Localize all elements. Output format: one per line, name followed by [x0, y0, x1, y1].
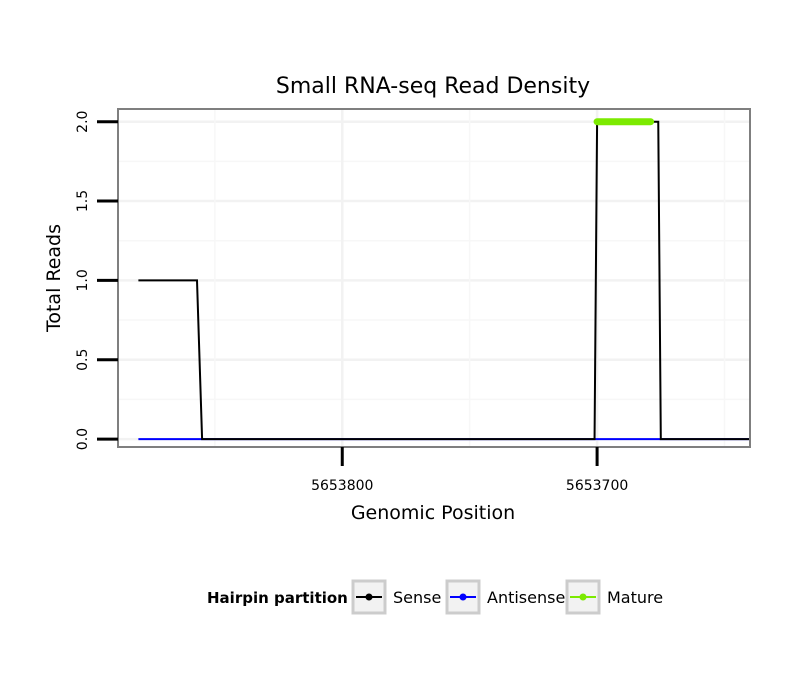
- plot-panel-border: [117, 108, 751, 448]
- legend-label: Sense: [393, 588, 441, 607]
- plot-panel: [117, 108, 751, 448]
- y-axis-label: Total Reads: [43, 224, 65, 333]
- legend-title: Hairpin partition: [207, 589, 348, 607]
- x-tick-label: 5653800: [311, 478, 373, 494]
- y-tick-label: 1.0: [75, 269, 91, 291]
- legend-item-sense: Sense: [351, 579, 441, 615]
- x-tick-label: 5653700: [566, 478, 628, 494]
- gridlines: [118, 109, 750, 447]
- legend: Hairpin partition Sense Antisense Mature: [207, 579, 663, 615]
- y-tick-label: 1.5: [75, 190, 91, 212]
- y-tick-label: 0.5: [75, 349, 91, 371]
- legend-label: Mature: [607, 588, 663, 607]
- data-series: [138, 118, 750, 441]
- legend-item-antisense: Antisense: [445, 579, 565, 615]
- legend-items: Sense Antisense Mature: [351, 579, 663, 615]
- y-tick-label: 0.0: [75, 428, 91, 450]
- legend-label: Antisense: [487, 588, 565, 607]
- legend-key-point: [579, 593, 587, 601]
- series-line-sense: [138, 120, 750, 441]
- y-tick-label: 2.0: [75, 111, 91, 133]
- y-axis: 0.0 0.5 1.0 1.5 2.0: [75, 111, 118, 450]
- chart-title: Small RNA-seq Read Density: [276, 74, 590, 99]
- x-axis-label: Genomic Position: [351, 502, 515, 524]
- legend-item-mature: Mature: [565, 579, 663, 615]
- x-axis: 5653800 5653700: [311, 447, 628, 494]
- legend-key-point: [365, 593, 373, 601]
- plot-panel-background: [118, 109, 750, 447]
- legend-key-point: [459, 593, 467, 601]
